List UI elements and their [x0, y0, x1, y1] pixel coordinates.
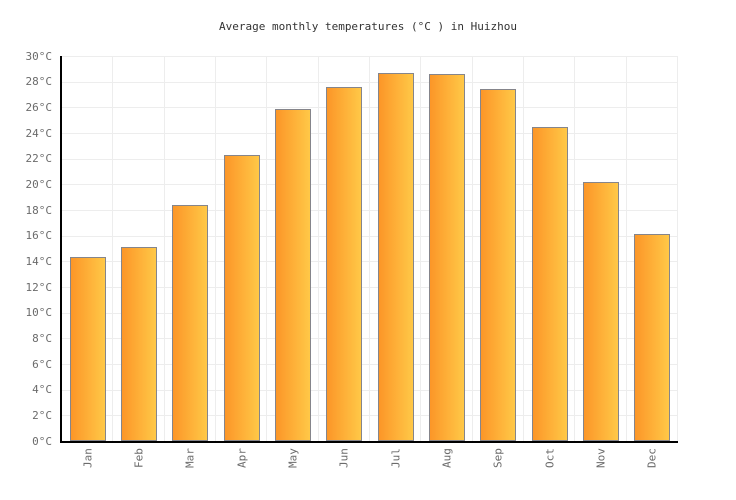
bar-jun[interactable]	[326, 86, 363, 441]
gridline-horizontal	[62, 364, 678, 365]
gridline-horizontal	[62, 415, 678, 417]
x-axis-label-dec: Dec	[645, 448, 659, 468]
bar-dec[interactable]	[634, 234, 671, 441]
gridline-horizontal	[62, 338, 678, 340]
y-axis-label-2: 2°C	[32, 408, 52, 422]
y-axis-label-20: 20°C	[25, 177, 53, 191]
gridline-vertical	[420, 56, 421, 441]
y-axis-label-18: 18°C	[25, 203, 53, 217]
y-axis-label-4: 4°C	[32, 383, 52, 397]
x-axis-label-jan: Jan	[81, 448, 95, 468]
gridline-horizontal	[62, 107, 678, 109]
gridline-horizontal	[62, 287, 678, 288]
x-axis-label-oct: Oct	[543, 448, 557, 468]
y-axis-label-8: 8°C	[32, 331, 52, 345]
gridline-vertical	[523, 56, 524, 441]
gridline-vertical	[266, 56, 267, 441]
x-axis-label-feb: Feb	[132, 448, 146, 468]
gridline-horizontal	[62, 235, 678, 237]
y-axis-label-0: 0°C	[32, 434, 52, 448]
x-axis-label-may: May	[286, 448, 300, 468]
x-axis-label-jun: Jun	[337, 448, 351, 468]
gridline-vertical	[369, 56, 370, 441]
y-axis-label-10: 10°C	[25, 306, 53, 320]
y-axis-label-24: 24°C	[25, 126, 53, 140]
bar-nov[interactable]	[583, 181, 619, 441]
y-axis-label-6: 6°C	[32, 357, 52, 371]
gridline-horizontal	[62, 184, 678, 186]
y-axis-label-16: 16°C	[25, 229, 53, 243]
gridline-vertical	[472, 56, 473, 441]
gridline-vertical	[574, 56, 575, 441]
bar-mar[interactable]	[172, 204, 209, 441]
x-axis-label-mar: Mar	[183, 448, 197, 468]
gridline-vertical	[112, 56, 113, 441]
gridline-vertical	[626, 56, 627, 441]
chart-title: Average monthly temperatures (°C ) in Hu…	[218, 20, 517, 33]
y-axis-label-26: 26°C	[25, 100, 53, 114]
gridline-horizontal	[62, 81, 678, 83]
x-axis-label-aug: Aug	[440, 448, 454, 468]
x-axis-label-apr: Apr	[235, 448, 249, 468]
bar-sep[interactable]	[480, 89, 517, 441]
bar-apr[interactable]	[223, 154, 260, 441]
y-axis-label-22: 22°C	[25, 152, 53, 166]
bar-jul[interactable]	[377, 72, 414, 441]
x-axis-label-sep: Sep	[491, 448, 505, 468]
x-axis-label-nov: Nov	[594, 448, 608, 468]
bar-may[interactable]	[275, 108, 311, 441]
gridline-horizontal	[62, 158, 678, 160]
y-axis-label-14: 14°C	[25, 254, 53, 268]
gridline-vertical	[215, 56, 216, 441]
gridline-vertical	[164, 56, 165, 441]
y-axis-label-28: 28°C	[25, 75, 53, 89]
gridline-horizontal	[62, 210, 678, 211]
gridline-horizontal	[62, 133, 678, 134]
bar-jan[interactable]	[69, 257, 106, 441]
gridline-horizontal	[62, 56, 678, 57]
bar-oct[interactable]	[531, 126, 568, 441]
y-axis-label-12: 12°C	[25, 280, 53, 294]
gridline-vertical	[677, 56, 678, 441]
plot-area	[60, 56, 678, 443]
gridline-horizontal	[62, 312, 678, 314]
gridline-horizontal	[62, 261, 678, 263]
x-axis-label-jul: Jul	[389, 448, 403, 468]
gridline-horizontal	[62, 389, 678, 391]
bar-feb[interactable]	[121, 247, 157, 441]
bar-aug[interactable]	[429, 73, 465, 441]
y-axis-label-30: 30°C	[25, 49, 53, 63]
gridline-vertical	[318, 56, 319, 441]
